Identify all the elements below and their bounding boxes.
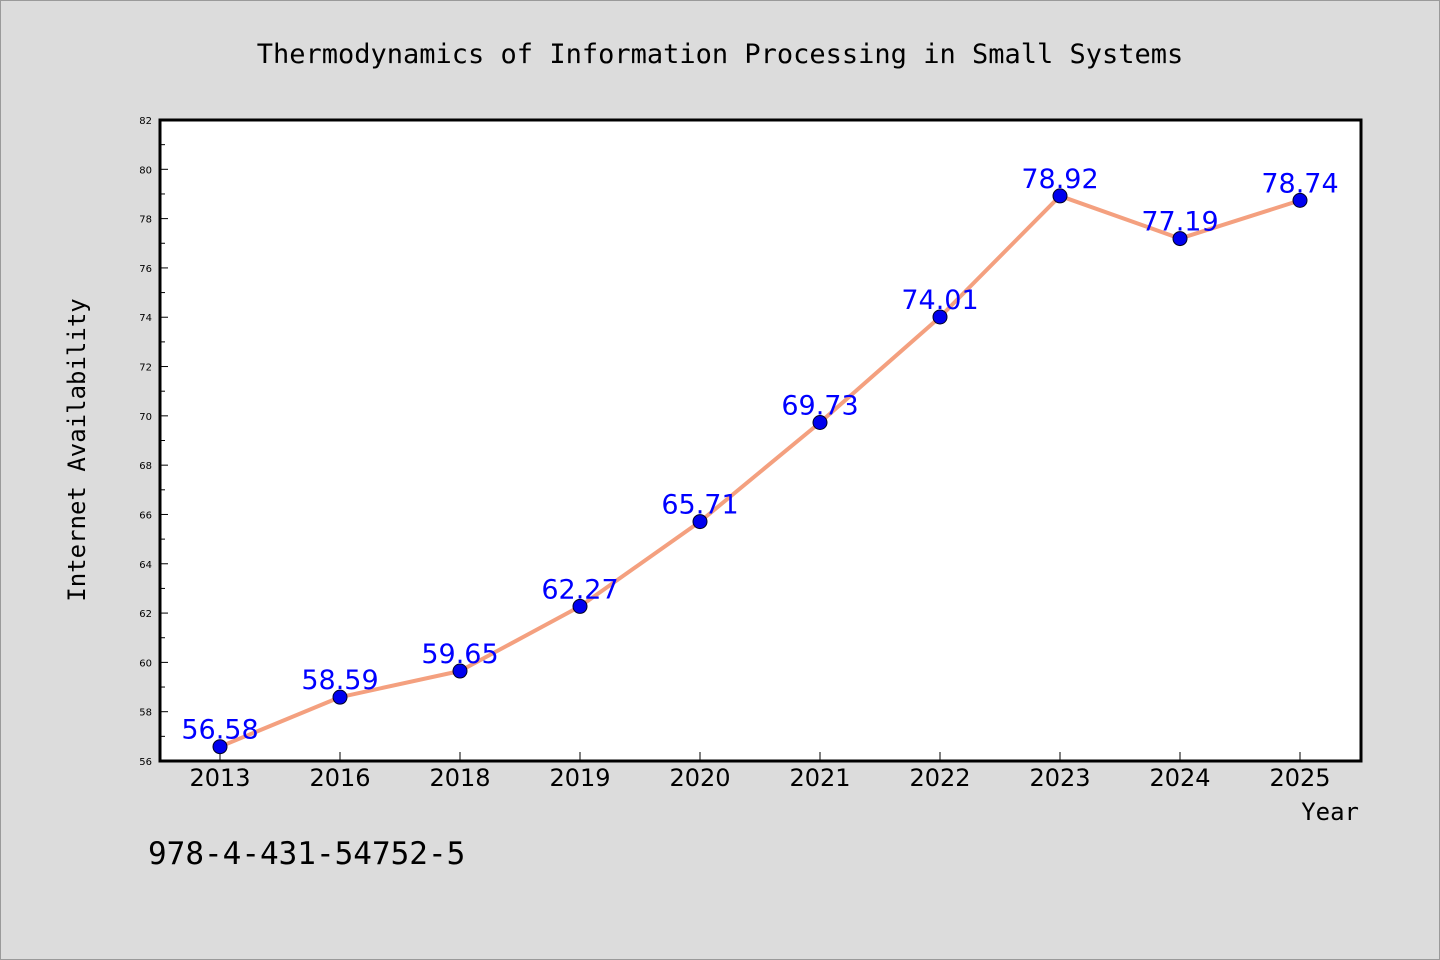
plot-area <box>158 118 1363 763</box>
y-tick-label: 70 <box>139 412 152 423</box>
isbn-text: 978-4-431-54752-5 <box>148 836 465 872</box>
x-tick-label: 2013 <box>189 764 250 792</box>
x-tick-label: 2024 <box>1149 764 1210 792</box>
data-label: 69.73 <box>781 391 858 422</box>
y-tick-label: 60 <box>139 658 152 669</box>
data-label: 56.58 <box>181 715 258 746</box>
y-tick-label: 80 <box>139 165 152 176</box>
y-axis: 56 58 60 62 64 66 68 70 72 74 76 78 80 82 <box>139 116 168 768</box>
data-point <box>1292 192 1308 208</box>
data-label: 65.71 <box>661 490 738 521</box>
data-label: 78.92 <box>1021 164 1098 195</box>
y-tick-label: 62 <box>139 609 152 620</box>
data-label: 74.01 <box>901 285 978 316</box>
data-label: 77.19 <box>1141 207 1218 238</box>
series-line-group <box>219 193 1301 749</box>
chart-title: Thermodynamics of Information Processing… <box>257 39 1184 70</box>
data-point <box>1172 231 1188 247</box>
y-tick-label: 56 <box>139 757 152 768</box>
series-markers <box>212 188 1308 755</box>
y-tick-label: 74 <box>139 313 152 324</box>
x-tick-label: 2023 <box>1029 764 1090 792</box>
data-label: 78.74 <box>1261 168 1338 199</box>
x-tick-label: 2022 <box>909 764 970 792</box>
y-tick-label: 64 <box>139 560 152 571</box>
data-point <box>452 663 468 679</box>
y-tick-label: 82 <box>139 116 152 127</box>
x-tick-label: 2019 <box>549 764 610 792</box>
x-axis-label: Year <box>1301 798 1359 826</box>
data-point <box>932 309 948 325</box>
data-point <box>812 415 828 431</box>
y-tick-label: 76 <box>139 264 152 275</box>
x-tick-label: 2020 <box>669 764 730 792</box>
data-point <box>212 739 228 755</box>
data-labels: 56.58 58.59 59.65 62.27 65.71 69.73 74.01 78.92… <box>181 164 1338 746</box>
data-label: 58.59 <box>301 665 378 696</box>
x-tick-label: 2018 <box>429 764 490 792</box>
x-tick-label: 2025 <box>1269 764 1330 792</box>
y-axis-label: Internet Availability <box>63 298 91 601</box>
data-point <box>692 514 708 530</box>
y-tick-label: 72 <box>139 363 152 374</box>
data-point <box>572 598 588 614</box>
data-point <box>332 689 348 705</box>
data-point <box>1052 188 1068 204</box>
data-label: 59.65 <box>421 639 498 670</box>
x-tick-label: 2021 <box>789 764 850 792</box>
y-tick-label: 66 <box>139 510 152 521</box>
x-axis: 2013 2016 2018 2019 2020 2021 2022 2023 2024 2025 <box>189 752 1331 792</box>
y-tick-label: 78 <box>139 215 152 226</box>
series-line <box>219 193 1301 749</box>
y-tick-label: 58 <box>139 708 152 719</box>
y-tick-label: 68 <box>139 461 152 472</box>
x-tick-label: 2016 <box>309 764 370 792</box>
data-label: 62.27 <box>541 574 618 605</box>
